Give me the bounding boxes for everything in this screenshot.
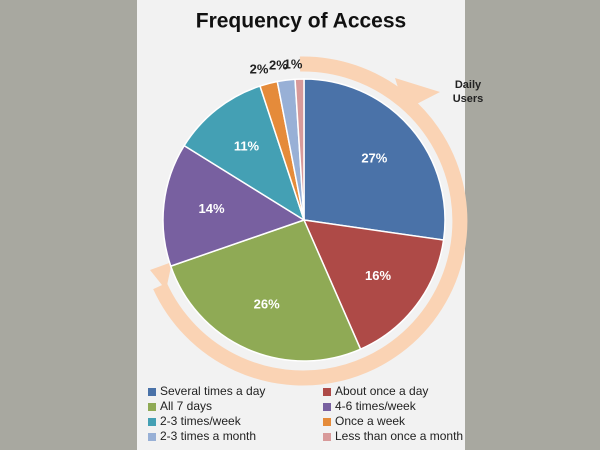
data-label: 2% — [269, 58, 288, 73]
legend-swatch — [323, 433, 331, 441]
arrow-tail — [150, 262, 172, 290]
annotation: Daily Users — [452, 79, 484, 105]
data-label: 1% — [284, 57, 303, 72]
data-label: 27% — [361, 150, 387, 165]
legend-label: Less than once a month — [335, 429, 463, 443]
legend-swatch — [323, 418, 331, 426]
legend-swatch — [148, 418, 156, 426]
pie-slice — [294, 78, 305, 221]
legend-label: Several times a day — [160, 384, 265, 398]
pie-slice — [169, 219, 362, 362]
legend-label: 2-3 times a month — [160, 429, 256, 443]
legend-swatch — [148, 433, 156, 441]
legend-swatch — [323, 403, 331, 411]
legend-label: About once a day — [335, 384, 428, 398]
data-label: 14% — [198, 201, 224, 216]
arrow-head — [395, 78, 440, 110]
pie-slice — [162, 144, 306, 268]
legend-label: 2-3 times/week — [160, 414, 242, 428]
legend-label: 4-6 times/week — [335, 399, 417, 413]
pie-slice — [303, 78, 446, 241]
pie-slice — [183, 85, 306, 222]
chart-title: Frequency of Access — [196, 10, 406, 33]
legend-swatch — [148, 403, 156, 411]
data-label: 2% — [250, 61, 269, 76]
data-label: 16% — [365, 268, 391, 283]
legend-label: All 7 days — [160, 399, 212, 413]
arrow-band — [153, 56, 468, 386]
legend-swatch — [323, 388, 331, 396]
legend-swatch — [148, 388, 156, 396]
legend-label: Once a week — [335, 414, 406, 428]
data-label: 26% — [254, 297, 280, 312]
pie-slice — [302, 219, 445, 351]
data-label: 11% — [234, 138, 260, 153]
